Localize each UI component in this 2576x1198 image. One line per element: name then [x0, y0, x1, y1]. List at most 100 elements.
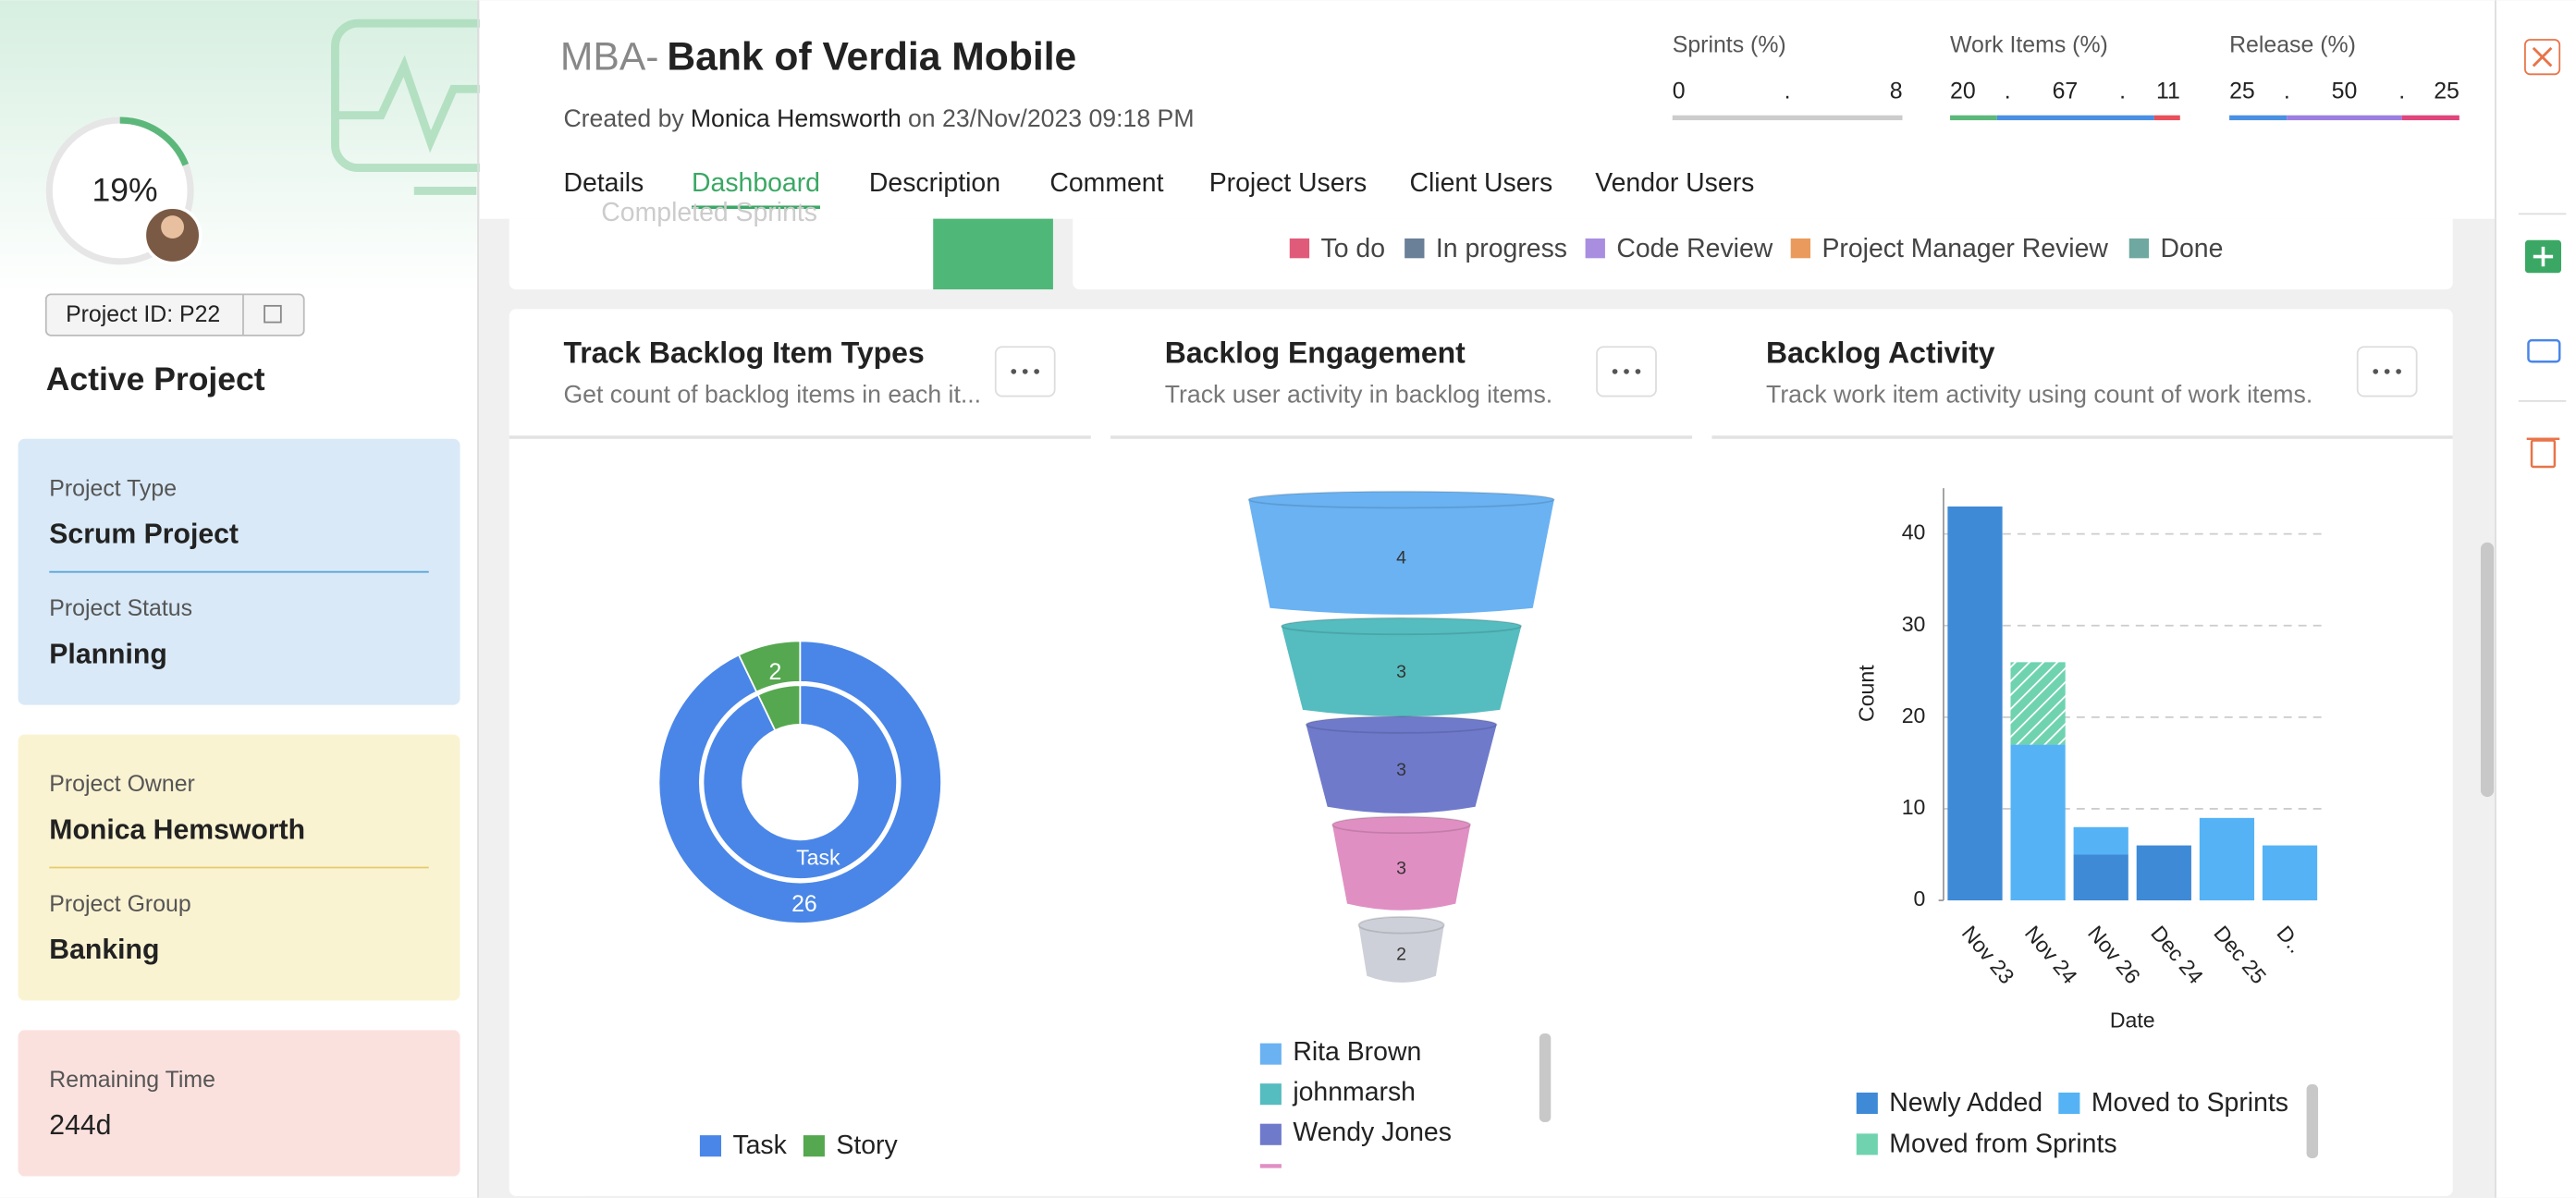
comment-button[interactable]: [2527, 338, 2561, 363]
funnel-segment: [1281, 626, 1522, 717]
panel-subtitle: Track user activity in backlog items.: [1165, 381, 1552, 409]
meter-segment: [1996, 115, 2154, 121]
menu-dot: [2384, 369, 2390, 374]
meter-value: 50: [2332, 78, 2358, 104]
field-label: Project Group: [49, 891, 190, 917]
card: [509, 218, 1053, 290]
close-icon: [2532, 46, 2553, 67]
y-tick-label: 20: [1902, 703, 1926, 727]
tab[interactable]: Vendor Users: [1595, 168, 1754, 198]
x-axis-label: Date: [2110, 1009, 2155, 1033]
delete-button[interactable]: [2530, 439, 2557, 469]
legend-swatch: [803, 1135, 825, 1157]
funnel-segment: [1248, 499, 1554, 615]
field-value: Planning: [49, 639, 166, 669]
funnel-top: [1247, 490, 1555, 509]
legend-scrollbar[interactable]: [1539, 1033, 1552, 1122]
menu-dot: [1034, 369, 1039, 374]
y-tick-label: 40: [1902, 520, 1926, 544]
scrollbar[interactable]: [2480, 542, 2495, 798]
legend-swatch: [2058, 1092, 2080, 1115]
bar: [2262, 845, 2318, 901]
menu-dot: [2396, 369, 2401, 374]
data-label: 2: [1396, 945, 1406, 965]
legend-label: In progress: [1436, 234, 1567, 263]
created-prefix: Created by: [563, 104, 684, 132]
right-rail: [2495, 0, 2576, 1198]
created-line: Created by Monica Hemsworth on 23/Nov/2023…: [563, 104, 1194, 132]
panel-subtitle: Get count of backlog items in each it...: [563, 381, 981, 409]
legend-label: Moved to Sprints: [2091, 1088, 2288, 1118]
copy-button[interactable]: [264, 304, 282, 324]
meter-label: Release (%): [2229, 32, 2356, 58]
tab[interactable]: Details: [563, 168, 644, 198]
field-label: Remaining Time: [49, 1067, 215, 1093]
data-label: 3: [1396, 760, 1406, 780]
meter-separator: .: [1785, 78, 1791, 104]
add-icon: [2533, 246, 2554, 267]
project-title: MBA- Bank of Verdia Mobile: [560, 35, 1076, 79]
meter-segment: [2229, 115, 2288, 121]
meter-separator: .: [2119, 78, 2126, 104]
meter-value: 0: [1673, 78, 1686, 104]
legend-swatch: [2128, 238, 2150, 259]
created-suffix: on 23/Nov/2023 09:18 PM: [908, 104, 1195, 132]
donut-slice: [737, 640, 802, 693]
legend-swatch: [1259, 1083, 1282, 1106]
tab[interactable]: Project Users: [1209, 168, 1367, 198]
status-title: Active Project: [46, 361, 265, 397]
info-card: [18, 1030, 460, 1177]
card-label: Completed Sprints: [601, 198, 817, 227]
data-label: 26: [791, 891, 817, 917]
legend-swatch: [1259, 1123, 1282, 1145]
field-label: Project Type: [49, 475, 177, 501]
tab[interactable]: Client Users: [1409, 168, 1552, 198]
funnel-segment: [1331, 825, 1471, 911]
meter-segment: [2287, 115, 2402, 121]
project-id: Project ID: P22: [66, 301, 220, 327]
tab-underline: [692, 205, 820, 210]
meter-label: Work Items (%): [1950, 32, 2108, 58]
menu-dot: [1635, 369, 1641, 374]
panel-title: Track Backlog Item Types: [563, 336, 924, 370]
field-label: Project Status: [49, 595, 192, 621]
funnel-segment: [1306, 724, 1497, 813]
donut-inner-slice: [702, 684, 898, 880]
legend-label: Project Manager Review: [1822, 234, 2108, 263]
meter-value: 25: [2229, 78, 2255, 104]
legend-label: johnmarsh: [1292, 1077, 1416, 1106]
bar: [1947, 506, 2003, 901]
legend-swatch: [1289, 238, 1310, 259]
legend-label: Story: [836, 1131, 898, 1160]
progress-label: 19%: [92, 172, 157, 209]
legend-label: Newly Added: [1889, 1088, 2042, 1118]
panel-subtitle: Track work item activity using count of …: [1766, 381, 2312, 409]
bar: [2073, 854, 2128, 901]
bar: [2010, 744, 2066, 901]
donut-inner-slice: [756, 684, 802, 732]
meter-value: 8: [1890, 78, 1903, 104]
bar: [2199, 817, 2255, 901]
legend-label: Wendy Jones: [1293, 1118, 1452, 1147]
legend-label: To do: [1321, 234, 1386, 263]
meter-segment: [2401, 115, 2459, 121]
meter-separator: .: [2398, 78, 2405, 104]
legend-scrollbar[interactable]: [2306, 1084, 2319, 1158]
menu-dot: [1612, 369, 1618, 374]
menu-dot: [1022, 369, 1028, 374]
legend-label: Done: [2160, 234, 2223, 263]
tab[interactable]: Description: [869, 168, 1000, 198]
panel-title: Backlog Activity: [1766, 336, 1995, 370]
card: [1073, 218, 2453, 290]
meter-label: Sprints (%): [1673, 32, 1786, 58]
inner-label: Task: [796, 846, 840, 870]
y-axis-label: Count: [1854, 665, 1878, 722]
tab[interactable]: Dashboard: [692, 168, 820, 198]
funnel-top: [1281, 617, 1523, 636]
tab[interactable]: Comment: [1049, 168, 1163, 198]
legend-swatch: [1790, 238, 1811, 259]
menu-dot: [2373, 369, 2379, 374]
project-id-box: [44, 293, 305, 336]
